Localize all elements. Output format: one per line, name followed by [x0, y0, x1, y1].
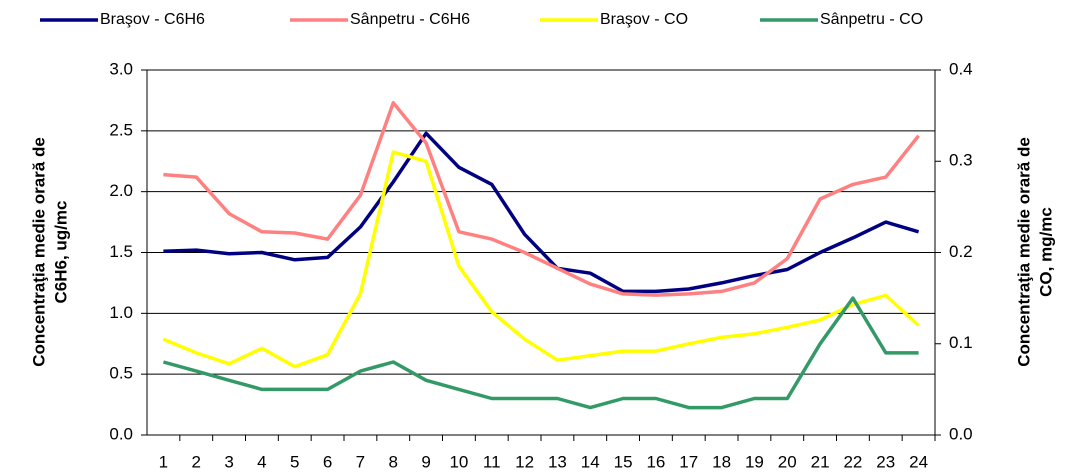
y2-axis-title-line: CO, mg/mc: [1036, 207, 1055, 297]
x-tick-label: 5: [290, 452, 299, 471]
y-tick-label: 2.5: [109, 120, 133, 139]
x-tick-label: 8: [389, 452, 398, 471]
x-tick-label: 14: [581, 452, 600, 471]
y-tick-label: 1.5: [109, 242, 133, 261]
x-tick-label: 21: [811, 452, 830, 471]
legend-label: Braşov - CO: [600, 11, 688, 28]
x-tick-label: 13: [548, 452, 567, 471]
legend-label: Sânpetru - C6H6: [350, 11, 470, 28]
x-tick-label: 6: [323, 452, 332, 471]
x-tick-label: 9: [421, 452, 430, 471]
x-tick-label: 19: [745, 452, 764, 471]
y2-tick-label: 0.3: [949, 151, 973, 170]
y-tick-label: 3.0: [109, 59, 133, 78]
y2-tick-label: 0.0: [949, 424, 973, 443]
x-tick-label: 10: [449, 452, 468, 471]
x-tick-label: 17: [679, 452, 698, 471]
series-line: [163, 131, 920, 294]
series-line: [162, 296, 919, 410]
series-line: [163, 101, 920, 297]
x-tick-label: 22: [843, 452, 862, 471]
legend-label: Braşov - C6H6: [100, 11, 205, 28]
x-tick-label: 18: [712, 452, 731, 471]
y2-axis-title-line: Concentraţia medie orară de: [1014, 137, 1033, 367]
y-tick-label: 1.0: [109, 303, 133, 322]
legend-label: Sânpetru - CO: [820, 11, 923, 28]
x-tick-label: 3: [224, 452, 233, 471]
series-line: [162, 150, 920, 369]
x-tick-label: 11: [483, 452, 501, 471]
x-tick-label: 1: [159, 452, 168, 471]
y-tick-label: 0.5: [109, 364, 133, 383]
x-tick-label: 24: [909, 452, 928, 471]
x-tick-label: 23: [876, 452, 895, 471]
y-axis-title-line: C6H6, ug/mc: [51, 201, 70, 304]
x-tick-label: 7: [356, 452, 365, 471]
x-tick-label: 4: [257, 452, 266, 471]
y-tick-label: 2.0: [109, 181, 133, 200]
x-tick-label: 20: [778, 452, 797, 471]
y2-tick-label: 0.4: [949, 59, 973, 78]
x-tick-label: 16: [646, 452, 665, 471]
y2-tick-label: 0.1: [949, 333, 973, 352]
x-tick-label: 2: [192, 452, 201, 471]
x-tick-label: 15: [614, 452, 633, 471]
y-axis-title-line: Concentraţia medie orară de: [29, 137, 48, 367]
y-axis-title: Concentraţia medie orară de C6H6, ug/mc: [29, 137, 70, 367]
x-tick-label: 12: [515, 452, 534, 471]
y2-axis-title: Concentraţia medie orară de CO, mg/mc: [1014, 137, 1055, 367]
y2-tick-label: 0.2: [949, 242, 973, 261]
y-tick-label: 0.0: [109, 424, 133, 443]
